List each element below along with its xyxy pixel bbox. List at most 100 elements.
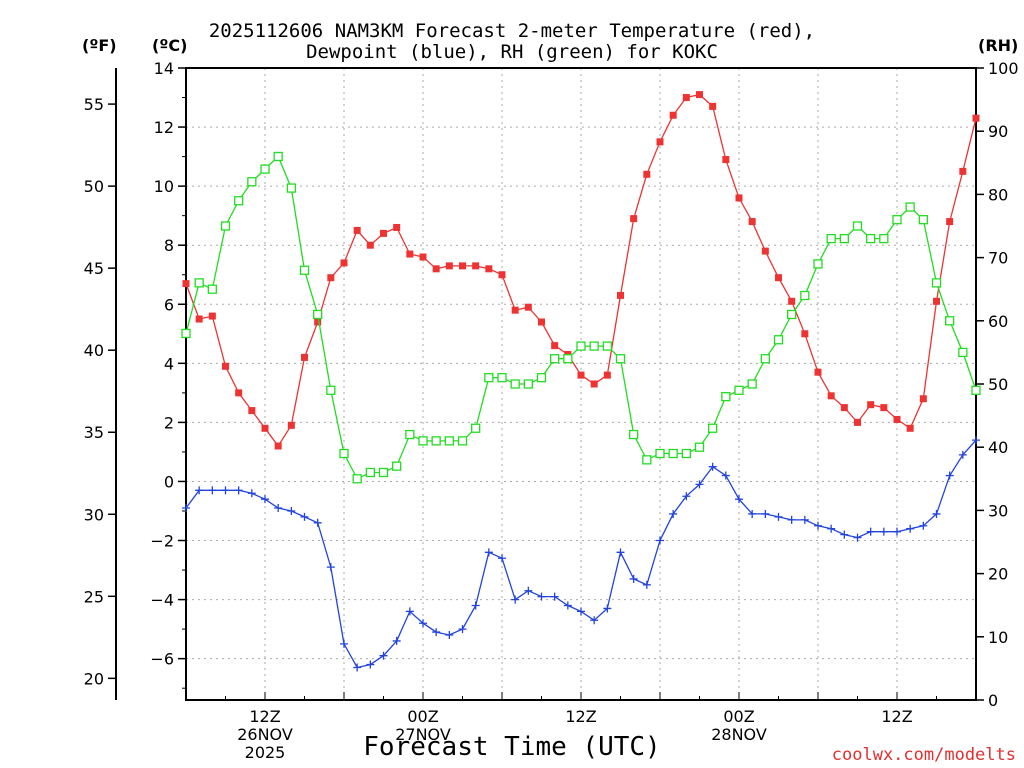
dewpoint-point (748, 509, 757, 518)
temperature-point (933, 297, 940, 305)
temperature-point (340, 259, 348, 267)
dewpoint-point (221, 486, 230, 495)
x-tick-label: 00Z (723, 707, 754, 726)
rh-point (747, 379, 757, 389)
temperature-point (366, 241, 374, 249)
dewpoint-point (537, 592, 546, 601)
rh-point (629, 429, 639, 440)
rh-tick-label: 60 (988, 312, 1008, 331)
dewpoint-point (800, 515, 809, 524)
rh-point (536, 373, 547, 383)
x-tick-label: 00Z (407, 707, 438, 726)
rh-tick-label: 20 (988, 565, 1008, 584)
dewpoint-point (840, 530, 849, 539)
rh-tick-label: 10 (988, 628, 1008, 647)
rh-point (378, 467, 389, 478)
temperature-point (274, 442, 282, 450)
temperature-point (617, 291, 624, 299)
dewpoint-point (392, 636, 401, 645)
dewpoint-point (866, 527, 875, 536)
dewpoint-point (445, 631, 454, 640)
temperature-point (722, 156, 730, 164)
dewpoint-point (419, 619, 427, 628)
dewpoint-point (405, 607, 414, 616)
temperature-point (393, 223, 401, 231)
rh-point (299, 265, 310, 275)
dewpoint-point (761, 509, 770, 518)
dewpoint-point (616, 548, 625, 557)
rh-tick-label: 80 (988, 185, 1008, 204)
temperature-point (432, 265, 440, 273)
rh-point (760, 354, 770, 364)
rh-point (839, 233, 849, 244)
dewpoint-point (932, 509, 941, 518)
temperature-point (235, 389, 243, 397)
celsius-tick-label: 4 (164, 354, 174, 373)
dewpoint-point (629, 574, 638, 583)
rh-point (392, 461, 402, 471)
dewpoint-point (274, 504, 283, 513)
rh-point (734, 385, 744, 395)
rh-point (931, 278, 942, 288)
rh-point (418, 436, 428, 446)
rh-point (945, 316, 955, 326)
dewpoint-point (708, 462, 717, 471)
fahrenheit-tick-label: 35 (84, 423, 104, 442)
dewpoint-point (353, 663, 362, 672)
rh-point (510, 379, 520, 389)
dewpoint-point (524, 586, 533, 595)
rh-point (313, 309, 323, 320)
dewpoint-point (906, 524, 915, 533)
fahrenheit-tick-label: 45 (84, 259, 104, 278)
temperature-point (459, 262, 466, 270)
temperature-point (314, 318, 322, 326)
dewpoint-point (261, 495, 269, 504)
rh-point (615, 354, 626, 364)
rh-point (431, 436, 441, 446)
temperature-point (327, 274, 335, 282)
temperature-point (788, 297, 796, 305)
rh-point (668, 448, 678, 459)
rh-point (563, 354, 573, 364)
rh-point (655, 448, 665, 459)
temperature-point (709, 102, 717, 110)
rh-point (365, 467, 375, 478)
temperature-point (643, 170, 651, 178)
rh-point (708, 423, 718, 433)
dewpoint-point (287, 506, 296, 515)
temperature-point (906, 424, 914, 432)
rh-point (694, 442, 705, 452)
celsius-tick-label: 12 (154, 118, 174, 137)
rh-tick-label: 100 (988, 59, 1019, 78)
dewpoint-point (498, 554, 506, 563)
temperature-point (485, 265, 493, 273)
rh-point (247, 177, 257, 187)
x-axis-title: Forecast Time (UTC) (363, 732, 661, 762)
dewpoint-point (379, 651, 388, 660)
rh-point (787, 309, 797, 320)
celsius-tick-label: 8 (164, 236, 174, 255)
dewpoint-point (695, 480, 704, 489)
rh-point (405, 429, 415, 440)
temperature-point (761, 247, 769, 255)
dewpoint-point (432, 628, 441, 637)
dewpoint-point (919, 521, 928, 530)
temperature-point (682, 94, 690, 102)
rh-tick-label: 0 (988, 691, 998, 710)
plot-frame (185, 67, 977, 701)
rh-point (260, 164, 270, 174)
temperature-point (801, 330, 809, 338)
temperature-point (748, 218, 756, 226)
temperature-point (472, 262, 480, 270)
dewpoint-point (247, 489, 256, 498)
x-tick-label: 27NOV (395, 725, 451, 744)
rh-point (286, 183, 296, 193)
rh-point (879, 233, 889, 244)
temperature-point (919, 395, 927, 403)
temperature-point (959, 167, 967, 175)
temperature-point (538, 318, 545, 326)
rh-axis-label: (RH) (978, 36, 1019, 55)
rh-tick-label: 50 (988, 375, 1008, 394)
temperature-point (195, 315, 203, 323)
